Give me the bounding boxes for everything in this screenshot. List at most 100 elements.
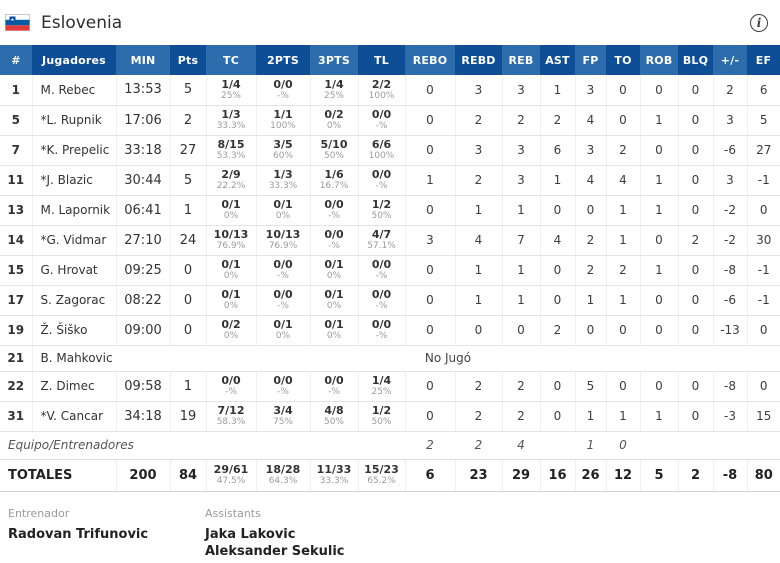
cell-pts: 27 — [169, 135, 206, 166]
totals-fg: 29/61 47.5% — [205, 459, 256, 492]
team-rebo: 2 — [405, 431, 455, 460]
cell-rebo: 0 — [404, 371, 455, 402]
box-score-table: # Jugadores MIN Pts TC 2PTS 3PTS TL REBO… — [0, 45, 780, 492]
player-row: 5 *L. Rupnik 17:06 2 1/3 33.3% 1/1 100% 0/… — [0, 105, 780, 136]
cell-rob: 1 — [639, 105, 678, 136]
cell-fg: 0/1 0% — [205, 255, 256, 286]
player-name: S. Zagorac — [31, 285, 116, 316]
cell-blq: 0 — [677, 315, 713, 346]
cell-ft: 0/0 -% — [357, 315, 405, 346]
cell-ast: 0 — [539, 255, 575, 286]
cell-fp: 4 — [574, 165, 606, 196]
cell-fg: 10/13 76.9% — [205, 225, 256, 256]
cell-min: 09:58 — [115, 371, 170, 402]
cell-pts: 24 — [169, 225, 206, 256]
cell-reb: 1 — [501, 195, 540, 226]
cell-ast: 2 — [539, 105, 575, 136]
team-blq — [678, 431, 713, 460]
cell-to: 0 — [605, 371, 640, 402]
cell-fp: 0 — [574, 315, 606, 346]
cell-2pts: 0/0 -% — [255, 371, 310, 402]
cell-min: 08:22 — [115, 285, 170, 316]
cell-blq: 0 — [677, 401, 713, 432]
col-header-ast: AST — [540, 45, 575, 75]
cell-rob: 0 — [639, 315, 678, 346]
team-plusminus — [713, 431, 747, 460]
cell-rebd: 1 — [454, 285, 502, 316]
totals-rebo: 6 — [404, 459, 455, 492]
cell-reb: 2 — [501, 371, 540, 402]
cell-ef: 0 — [746, 195, 780, 226]
cell-fp: 5 — [574, 371, 606, 402]
team-rob — [640, 431, 678, 460]
cell-plusminus: -6 — [712, 135, 747, 166]
cell-rebd: 4 — [454, 225, 502, 256]
info-icon[interactable]: i — [750, 13, 768, 32]
cell-rebd: 3 — [454, 135, 502, 166]
cell-ef: 0 — [746, 371, 780, 402]
cell-ft: 0/0 -% — [357, 285, 405, 316]
cell-min: 13:53 — [115, 75, 170, 106]
cell-3pts: 0/0 -% — [309, 371, 358, 402]
cell-plusminus: 3 — [712, 165, 747, 196]
cell-rebo: 0 — [404, 255, 455, 286]
cell-blq: 0 — [677, 285, 713, 316]
player-name: M. Lapornik — [31, 195, 116, 226]
col-header-plusminus: +/- — [713, 45, 747, 75]
col-header-fg: TC — [206, 45, 256, 75]
slovenia-flag-icon — [5, 14, 30, 31]
player-name: B. Mahkovic — [31, 345, 116, 372]
player-name: *V. Cancar — [31, 401, 116, 432]
cell-min: 27:10 — [115, 225, 170, 256]
cell-ast: 0 — [539, 401, 575, 432]
player-number: 1 — [0, 75, 32, 106]
cell-ft: 0/0 -% — [357, 255, 405, 286]
cell-to: 4 — [605, 165, 640, 196]
coach-label: Entrenador — [8, 506, 70, 520]
cell-rob: 1 — [639, 165, 678, 196]
cell-ft: 1/4 25% — [357, 371, 405, 402]
totals-2pts: 18/28 64.3% — [255, 459, 310, 492]
cell-rob: 1 — [639, 255, 678, 286]
player-row-dnp: 21 B. Mahkovic No Jugó — [0, 345, 780, 372]
cell-plusminus: -8 — [712, 255, 747, 286]
cell-ast: 0 — [539, 195, 575, 226]
cell-rebo: 0 — [404, 75, 455, 106]
cell-ef: -1 — [746, 165, 780, 196]
cell-2pts: 1/3 33.3% — [255, 165, 310, 196]
cell-to: 1 — [605, 225, 640, 256]
cell-ef: -1 — [746, 255, 780, 286]
cell-min: 33:18 — [115, 135, 170, 166]
coaches-footer: Entrenador Radovan Trifunovic Assistants… — [0, 492, 780, 560]
col-header-2pts: 2PTS — [256, 45, 310, 75]
cell-ft: 0/0 -% — [357, 165, 405, 196]
player-number: 11 — [0, 165, 32, 196]
cell-3pts: 0/2 0% — [309, 105, 358, 136]
totals-blq: 2 — [677, 459, 713, 492]
cell-3pts: 0/0 -% — [309, 195, 358, 226]
cell-reb: 3 — [501, 75, 540, 106]
cell-2pts: 0/0 -% — [255, 255, 310, 286]
cell-plusminus: -2 — [712, 195, 747, 226]
cell-plusminus: -3 — [712, 401, 747, 432]
cell-ft: 6/6 100% — [357, 135, 405, 166]
cell-3pts: 4/8 50% — [309, 401, 358, 432]
cell-fp: 3 — [574, 75, 606, 106]
cell-pts: 0 — [169, 315, 206, 346]
cell-rob: 0 — [639, 371, 678, 402]
cell-to: 2 — [605, 135, 640, 166]
cell-rebo: 0 — [404, 105, 455, 136]
cell-pts: 5 — [169, 75, 206, 106]
cell-fp: 0 — [574, 195, 606, 226]
did-not-play-note: No Jugó — [116, 345, 780, 372]
cell-blq: 0 — [677, 165, 713, 196]
col-header-rebo: REBO — [405, 45, 455, 75]
cell-min: 30:44 — [115, 165, 170, 196]
cell-plusminus: -6 — [712, 285, 747, 316]
cell-rebo: 0 — [404, 135, 455, 166]
player-number: 17 — [0, 285, 32, 316]
player-name: *J. Blazic — [31, 165, 116, 196]
cell-rebd: 2 — [454, 105, 502, 136]
head-coach-block: Entrenador Radovan Trifunovic — [8, 507, 205, 560]
cell-blq: 0 — [677, 135, 713, 166]
